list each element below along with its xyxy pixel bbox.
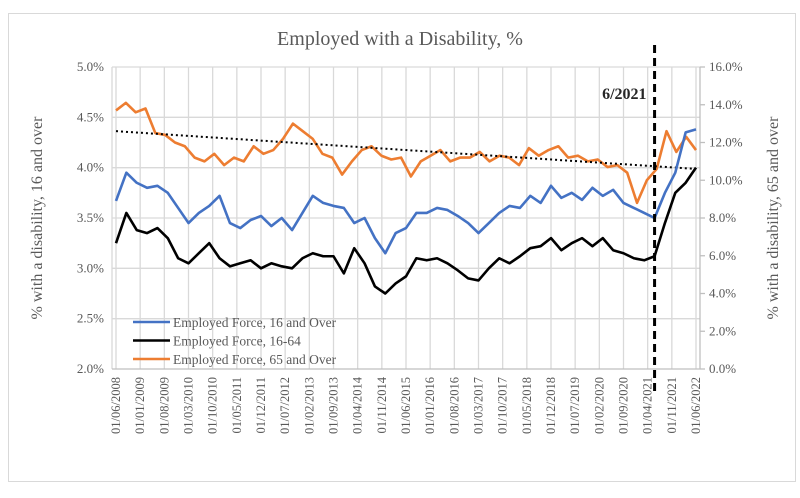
x-tick-label: 01/07/2019 bbox=[568, 377, 582, 434]
y-tick-label: 2.5% bbox=[77, 311, 104, 326]
annotation-layer: 6/2021 bbox=[602, 45, 657, 391]
employed-force-16-and-over-line bbox=[114, 128, 697, 255]
x-tick-label: 01/05/2018 bbox=[520, 377, 534, 434]
x-tick-label: 01/05/2011 bbox=[230, 377, 244, 433]
legend: Employed Force, 16 and Over Employed Forc… bbox=[133, 315, 337, 367]
y-tick-label: 3.5% bbox=[77, 210, 104, 225]
chart-title: Employed with a Disability, % bbox=[277, 28, 523, 50]
y2-tick-label: 12.0% bbox=[709, 135, 743, 150]
x-tick-label: 01/01/2016 bbox=[423, 377, 437, 434]
axes: 2.0% 2.5% 3.0% 3.5% 4.0% 4.5% 5.0% 01/06/2008 01… bbox=[77, 59, 743, 434]
x-tick-label: 01/03/2017 bbox=[472, 377, 486, 434]
legend-label: Employed Force, 16 and Over bbox=[173, 315, 337, 330]
x-tick-label: 01/09/2020 bbox=[617, 377, 631, 434]
y2-tick-label: 6.0% bbox=[709, 248, 736, 263]
x-tick-label: 01/06/2015 bbox=[399, 377, 413, 434]
x-tick-label: 01/11/2014 bbox=[375, 376, 389, 433]
annotation-label: 6/2021 bbox=[602, 86, 646, 103]
x-tick-label: 01/06/2008 bbox=[109, 377, 123, 434]
x-tick-label: 01/07/2012 bbox=[278, 377, 292, 434]
y-tick-label: 2.0% bbox=[77, 361, 104, 376]
x-tick-label: 01/11/2021 bbox=[665, 377, 679, 433]
y-axis-title: % with a disability, 16 and over bbox=[29, 116, 46, 320]
x-tick-label: 01/12/2018 bbox=[544, 377, 558, 434]
x-tick-label: 01/03/2010 bbox=[182, 377, 196, 434]
employed-force-16-64-line bbox=[114, 166, 698, 295]
y-tick-label: 4.5% bbox=[77, 109, 104, 124]
x-tick-label: 01/06/2022 bbox=[689, 377, 703, 434]
y2-tick-label: 16.0% bbox=[709, 59, 743, 74]
y2-tick-label: 10.0% bbox=[709, 172, 743, 187]
x-tick-label: 01/12/2011 bbox=[254, 377, 268, 433]
x-tick-label: 01/04/2021 bbox=[641, 377, 655, 434]
y2-tick-label: 2.0% bbox=[709, 323, 736, 338]
x-tick-label: 01/01/2009 bbox=[133, 377, 147, 434]
gridlines bbox=[112, 66, 700, 369]
legend-label: Employed Force, 65 and Over bbox=[173, 352, 337, 367]
linear-trend-65-and-over-line bbox=[115, 130, 697, 170]
chart-frame bbox=[8, 13, 796, 482]
series-layer bbox=[114, 101, 698, 295]
y-tick-label: 5.0% bbox=[77, 59, 104, 74]
x-tick-label: 01/08/2016 bbox=[447, 377, 461, 434]
y-tick-label: 3.0% bbox=[77, 260, 104, 275]
x-tick-label: 01/02/2013 bbox=[302, 377, 316, 434]
y2-tick-label: 8.0% bbox=[709, 210, 736, 225]
employed-force-65-and-over-line bbox=[115, 101, 698, 205]
y2-tick-label: 0.0% bbox=[709, 361, 736, 376]
y2-tick-label: 14.0% bbox=[709, 97, 743, 112]
y2-tick-label: 4.0% bbox=[709, 286, 736, 301]
x-tick-label: 01/08/2009 bbox=[157, 377, 171, 434]
y-tick-label: 4.0% bbox=[77, 160, 104, 175]
y2-axis-title: % with a disability, 65 and over bbox=[765, 116, 782, 320]
x-tick-label: 01/10/2017 bbox=[496, 377, 510, 434]
x-tick-label: 01/02/2020 bbox=[592, 377, 606, 434]
x-tick-label: 01/09/2013 bbox=[327, 377, 341, 434]
x-tick-label: 01/04/2014 bbox=[351, 376, 365, 434]
x-tick-label: 01/10/2010 bbox=[206, 377, 220, 434]
legend-label: Employed Force, 16-64 bbox=[173, 334, 301, 349]
